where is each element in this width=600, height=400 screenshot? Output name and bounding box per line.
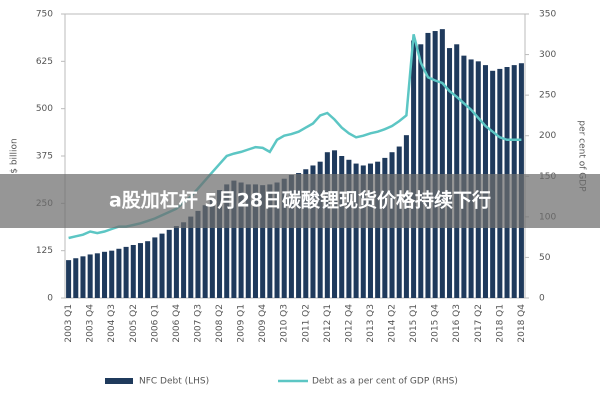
y-tick-label: 125: [36, 246, 53, 256]
x-tick-label: 2014 Q2: [388, 304, 398, 343]
x-tick-label: 2015 Q4: [431, 304, 441, 343]
bar: [353, 163, 359, 298]
x-tick-label: 2016 Q3: [452, 304, 462, 343]
bar: [274, 182, 280, 298]
y-tick-label: 375: [36, 152, 53, 162]
bar: [252, 184, 258, 298]
x-tick-label: 2005 Q2: [129, 304, 139, 343]
x-tick-label: 2010 Q3: [280, 304, 290, 343]
y2-tick-label: 0: [539, 294, 545, 304]
bar: [447, 48, 453, 298]
x-tick-label: 2006 Q1: [150, 304, 160, 343]
y2-tick-label: 300: [539, 50, 556, 60]
y2-tick-label: 50: [539, 253, 551, 263]
bar: [152, 237, 158, 298]
bar: [209, 197, 215, 298]
bar: [432, 31, 438, 298]
x-tick-label: 2007 Q3: [193, 304, 203, 343]
x-tick-label: 2003 Q4: [86, 304, 96, 343]
y-tick-label: 750: [36, 10, 53, 20]
bar: [195, 210, 201, 298]
bar: [94, 253, 100, 298]
bar: [411, 40, 417, 299]
y2-axis-label: per cent of GDP: [577, 120, 587, 192]
legend-label: Debt as a per cent of GDP (RHS): [312, 377, 458, 387]
bar: [267, 184, 273, 298]
bar: [360, 165, 366, 298]
bar: [66, 260, 72, 298]
bar: [145, 241, 151, 298]
x-tick-label: 2018 Q4: [517, 304, 527, 343]
bar: [260, 185, 266, 298]
bar: [181, 222, 187, 298]
bar: [130, 244, 136, 298]
bar: [296, 173, 302, 298]
banner-text: a股加杠杆 5月28日碳酸锂现货价格持续下行: [109, 189, 491, 212]
bar: [80, 256, 86, 298]
bar: [202, 205, 208, 298]
bar: [303, 169, 309, 298]
bar: [238, 182, 244, 298]
bar: [310, 165, 316, 298]
bar: [159, 233, 165, 298]
x-tick-label: 2008 Q2: [215, 304, 225, 343]
bar: [231, 180, 237, 298]
y-tick-label: 500: [36, 104, 53, 114]
x-tick-label: 2009 Q4: [258, 304, 268, 343]
x-tick-label: 2015 Q1: [409, 304, 419, 343]
y-tick-label: 625: [36, 57, 53, 67]
bar: [425, 32, 431, 298]
x-tick-label: 2012 Q1: [323, 304, 333, 343]
y2-tick-label: 200: [539, 131, 556, 141]
bar: [288, 174, 294, 298]
y-axis-label: $ billion: [10, 138, 20, 174]
bar: [137, 243, 143, 298]
bar: [173, 226, 179, 298]
bar: [217, 190, 223, 298]
bar: [367, 163, 373, 298]
x-tick-label: 2018 Q1: [495, 304, 505, 343]
x-tick-label: 2004 Q3: [107, 304, 117, 343]
legend-swatch: [105, 378, 133, 384]
x-tick-label: 2011 Q2: [301, 304, 311, 343]
x-tick-label: 2012 Q4: [344, 304, 354, 343]
legend-label: NFC Debt (LHS): [139, 377, 209, 387]
bar: [454, 44, 460, 298]
bar: [109, 250, 115, 298]
x-tick-label: 2017 Q2: [474, 304, 484, 343]
bar: [317, 161, 323, 298]
y2-tick-label: 250: [539, 91, 556, 101]
x-tick-label: 2013 Q3: [366, 304, 376, 343]
bar: [439, 29, 445, 298]
bar: [281, 178, 287, 298]
bar: [73, 258, 79, 298]
bar: [87, 254, 93, 298]
bar: [123, 246, 129, 298]
bar: [188, 216, 194, 298]
bar: [375, 161, 381, 298]
y2-tick-label: 350: [539, 10, 556, 20]
x-tick-label: 2009 Q1: [237, 304, 247, 343]
x-tick-label: 2003 Q1: [64, 304, 74, 343]
bar: [418, 44, 424, 298]
x-tick-label: 2006 Q4: [172, 304, 182, 343]
bar: [116, 248, 122, 298]
bar: [166, 229, 172, 298]
bar: [224, 184, 230, 298]
y-tick-label: 0: [47, 294, 53, 304]
bar: [346, 159, 352, 298]
bar: [245, 184, 251, 298]
banner: [0, 174, 600, 228]
bar: [102, 251, 108, 298]
